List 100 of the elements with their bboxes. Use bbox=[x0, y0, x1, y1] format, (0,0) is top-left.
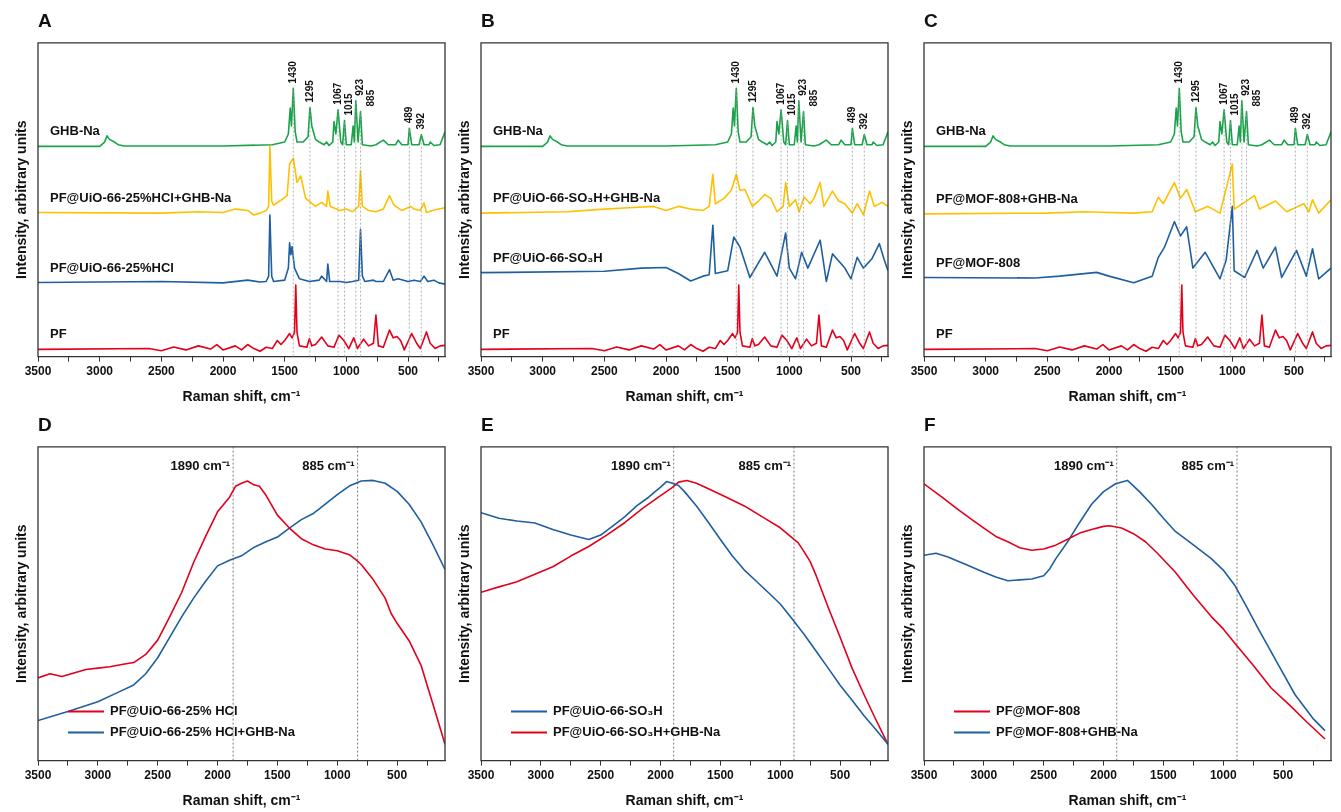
y-axis-title: Intensity, arbitrary units bbox=[898, 120, 915, 279]
ref-line-label: 392 bbox=[1301, 112, 1313, 130]
ref-line-label: 1890 cm⁻¹ bbox=[1054, 458, 1114, 474]
y-axis-title: Intensity, arbitrary units bbox=[455, 524, 472, 683]
x-tick-label: 3000 bbox=[86, 364, 114, 379]
ref-line-label: 885 cm⁻¹ bbox=[302, 458, 355, 474]
x-tick-label: 2500 bbox=[587, 768, 615, 783]
series-label: GHB-Na bbox=[493, 123, 544, 139]
series-label: PF bbox=[493, 326, 510, 342]
series-label: PF@UiO-66-25%HCl bbox=[50, 259, 174, 275]
x-tick-label: 3500 bbox=[910, 768, 938, 783]
ref-line-label: 1067 bbox=[1217, 82, 1229, 105]
x-tick-label: 1500 bbox=[271, 364, 299, 379]
ref-line-label: 1890 cm⁻¹ bbox=[611, 458, 671, 474]
ref-line-label: 1295 bbox=[303, 79, 315, 103]
ref-line-label: 885 bbox=[364, 89, 376, 107]
x-tick-label: 1000 bbox=[1209, 768, 1237, 783]
ref-line-label: 392 bbox=[415, 112, 427, 130]
y-axis-title: Intensity, arbitrary units bbox=[12, 120, 29, 279]
ref-line-label: 1295 bbox=[1189, 79, 1201, 103]
ref-line-label: 885 cm⁻¹ bbox=[1181, 458, 1235, 474]
ref-line-label: 1295 bbox=[746, 79, 758, 103]
ref-line-label: 1430 bbox=[730, 60, 742, 84]
x-tick-label: 500 bbox=[397, 364, 419, 379]
x-tick-label: 2000 bbox=[652, 364, 680, 379]
x-tick-label: 2500 bbox=[1033, 364, 1061, 379]
x-tick-label: 1000 bbox=[323, 768, 351, 783]
x-tick-label: 3000 bbox=[970, 768, 998, 783]
x-tick-label: 1500 bbox=[707, 768, 735, 783]
series-label: GHB-Na bbox=[936, 123, 987, 139]
ref-line-label: 1067 bbox=[774, 82, 786, 105]
x-tick-label: 3000 bbox=[972, 364, 1000, 379]
legend-label: PF@UiO-66-SO₃H bbox=[553, 703, 663, 719]
legend-label: PF@MOF-808+GHB-Na bbox=[996, 724, 1139, 740]
x-tick-label: 3500 bbox=[467, 364, 495, 379]
x-tick-label: 500 bbox=[840, 364, 862, 379]
y-axis-title: Intensity, arbitrary units bbox=[455, 120, 472, 279]
x-tick-label: 1000 bbox=[766, 768, 794, 783]
ref-line-label: 885 bbox=[807, 89, 819, 107]
series-label: PF@UiO-66-SO₃H+GHB-Na bbox=[493, 190, 661, 206]
x-tick-label: 3000 bbox=[84, 768, 112, 783]
x-tick-label: 500 bbox=[1273, 768, 1294, 783]
x-tick-label: 2000 bbox=[1090, 768, 1118, 783]
series-label: PF@UiO-66-25%HCl+GHB-Na bbox=[50, 189, 233, 205]
chart-title: B bbox=[481, 9, 495, 31]
chart-title: F bbox=[924, 413, 936, 435]
x-tick-label: 500 bbox=[830, 768, 851, 783]
y-axis-title: Intensity, arbitrary units bbox=[12, 524, 29, 683]
x-tick-label: 2000 bbox=[204, 768, 232, 783]
chart-title: E bbox=[481, 413, 494, 435]
x-tick-label: 1500 bbox=[714, 364, 742, 379]
y-axis-title: Intensity, arbitrary units bbox=[898, 524, 915, 683]
x-tick-label: 1000 bbox=[332, 364, 360, 379]
chart-title: C bbox=[924, 9, 938, 31]
x-tick-label: 1000 bbox=[775, 364, 803, 379]
x-tick-label: 500 bbox=[1283, 364, 1305, 379]
x-tick-label: 1000 bbox=[1218, 364, 1246, 379]
x-tick-label: 2500 bbox=[147, 364, 175, 379]
ref-line-label: 1067 bbox=[331, 82, 343, 105]
x-tick-label: 3000 bbox=[527, 768, 555, 783]
x-tick-label: 1500 bbox=[1157, 364, 1185, 379]
x-tick-label: 1500 bbox=[264, 768, 292, 783]
ref-line-label: 1015 bbox=[342, 92, 354, 116]
x-axis-title: Raman shift, cm⁻¹ bbox=[182, 791, 301, 808]
ref-line-label: 1890 cm⁻¹ bbox=[170, 458, 231, 474]
x-tick-label: 2000 bbox=[1095, 364, 1123, 379]
x-tick-label: 3500 bbox=[467, 768, 495, 783]
x-tick-label: 2500 bbox=[590, 364, 618, 379]
ref-line-label: 923 bbox=[796, 78, 808, 96]
legend-label: PF@UiO-66-25% HCl+GHB-Na bbox=[110, 724, 296, 740]
ref-line-label: 489 bbox=[846, 106, 858, 124]
series-label: PF bbox=[50, 326, 67, 342]
x-tick-label: 2000 bbox=[647, 768, 675, 783]
x-axis-title: Raman shift, cm⁻¹ bbox=[1068, 791, 1187, 808]
ref-line-label: 1015 bbox=[1228, 92, 1240, 116]
x-tick-label: 2500 bbox=[144, 768, 172, 783]
series-label: PF@MOF-808 bbox=[936, 254, 1021, 270]
ref-line-label: 489 bbox=[1289, 106, 1301, 124]
ref-line-label: 1430 bbox=[287, 60, 299, 84]
series-label: PF@UiO-66-SO₃H bbox=[493, 249, 603, 265]
series-label: PF bbox=[936, 326, 953, 342]
legend-label: PF@UiO-66-SO₃H+GHB-Na bbox=[553, 724, 721, 740]
series-label: GHB-Na bbox=[50, 123, 101, 139]
ref-line-label: 885 bbox=[1250, 89, 1262, 107]
x-tick-label: 3000 bbox=[529, 364, 557, 379]
x-tick-label: 1500 bbox=[1150, 768, 1178, 783]
ref-line-label: 923 bbox=[1239, 78, 1251, 96]
x-axis-title: Raman shift, cm⁻¹ bbox=[625, 387, 744, 404]
ref-line-label: 1430 bbox=[1173, 60, 1185, 84]
legend-label: PF@MOF-808 bbox=[996, 703, 1081, 719]
ref-line-label: 489 bbox=[403, 106, 415, 124]
ref-line-label: 1015 bbox=[785, 92, 797, 116]
legend-label: PF@UiO-66-25% HCl bbox=[110, 703, 238, 719]
x-axis-title: Raman shift, cm⁻¹ bbox=[182, 387, 301, 404]
x-tick-label: 2000 bbox=[209, 364, 237, 379]
series-label: PF@MOF-808+GHB-Na bbox=[936, 190, 1079, 206]
x-axis-title: Raman shift, cm⁻¹ bbox=[1068, 387, 1187, 404]
ref-line-label: 885 cm⁻¹ bbox=[738, 458, 792, 474]
ref-line-label: 923 bbox=[353, 78, 365, 96]
x-tick-label: 3500 bbox=[24, 364, 52, 379]
